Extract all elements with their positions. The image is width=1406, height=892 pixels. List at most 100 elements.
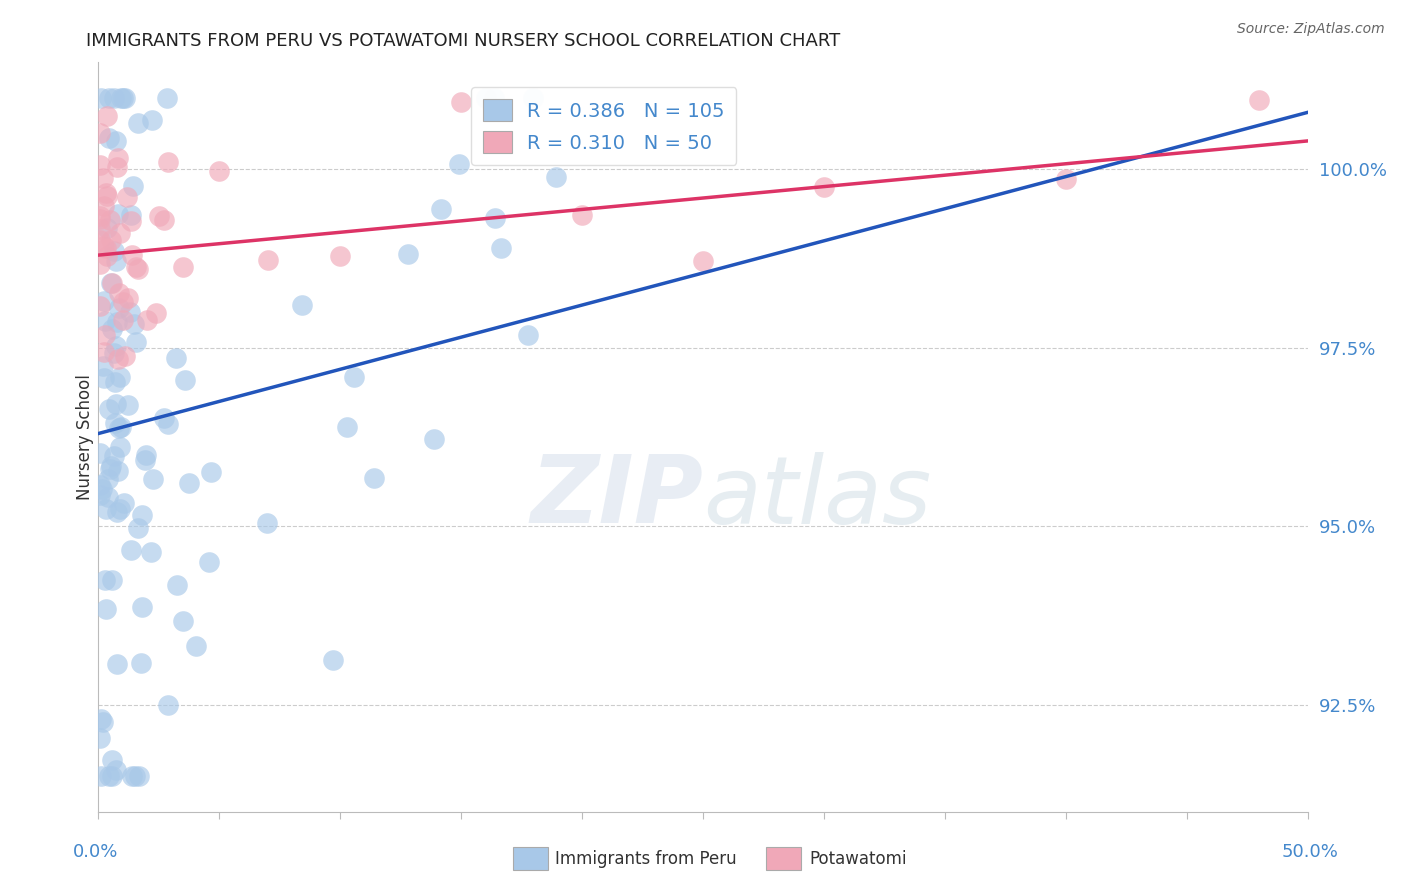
Point [93,239,115,253]
Point [108,370,131,384]
Point [89,222,111,236]
Point [104,397,127,411]
Point [101,574,124,588]
Point [93,294,115,309]
Point [96,109,118,123]
Point [89,233,111,247]
Point [112,91,135,105]
Point [108,501,131,516]
Point [89,257,111,271]
Point [94,241,117,255]
Point [89,211,111,226]
Text: Potawatomi: Potawatomi [810,850,907,868]
Point [489,242,512,256]
Point [256,252,278,267]
Point [97,490,120,504]
Point [94,314,117,328]
Point [177,476,200,491]
Point [343,369,366,384]
Point [101,276,124,290]
Point [97,769,120,783]
Point [152,213,174,227]
Point [105,505,128,519]
Point [105,314,128,328]
Point [118,304,141,318]
Text: ZIP: ZIP [530,451,703,543]
Point [482,91,505,105]
Text: Source: ZipAtlas.com: Source: ZipAtlas.com [1237,22,1385,37]
Point [120,213,142,227]
Point [131,599,153,614]
Point [120,208,142,222]
Point [89,478,111,492]
Point [110,91,132,105]
Point [105,763,128,777]
Point [128,769,150,783]
Point [111,294,134,309]
Point [114,91,136,105]
Point [93,371,115,385]
Point [104,339,127,353]
Point [153,411,176,425]
Point [120,542,142,557]
Point [141,113,163,128]
Y-axis label: Nursery School: Nursery School [76,374,94,500]
Point [447,157,470,171]
Point [98,91,121,105]
Point [1249,93,1271,107]
Point [90,769,112,783]
Point [103,91,125,105]
Point [108,440,131,454]
Point [91,171,114,186]
Point [107,301,129,316]
Point [127,521,149,535]
Point [112,313,135,327]
Point [166,578,188,592]
Point [94,573,117,587]
Point [125,260,148,275]
Point [198,555,221,569]
Point [104,416,127,430]
Point [336,420,359,434]
Point [117,190,139,204]
Point [125,335,148,350]
Point [813,179,835,194]
Point [107,151,129,165]
Point [105,134,128,148]
Point [93,199,115,213]
Point [544,169,567,184]
Point [96,249,118,263]
Point [142,472,165,486]
Point [91,359,114,373]
Point [474,91,496,105]
Point [90,91,112,105]
Point [129,656,152,670]
Point [135,448,157,462]
Point [172,260,194,275]
Point [89,446,111,460]
Text: 0.0%: 0.0% [73,843,118,861]
Point [117,291,139,305]
Point [107,464,129,478]
Point [517,327,540,342]
Point [363,471,385,485]
Point [172,614,194,628]
Point [1054,171,1077,186]
Point [101,753,124,767]
Point [131,508,153,522]
Point [97,472,120,486]
Point [157,417,180,431]
Point [98,131,121,145]
Point [134,453,156,467]
Point [100,769,122,783]
Point [105,160,128,174]
Point [571,208,593,222]
Point [429,202,451,216]
Point [103,449,125,463]
Point [91,482,114,496]
Point [103,346,125,360]
Text: atlas: atlas [703,451,931,542]
Point [127,262,149,277]
Point [156,155,179,169]
Point [89,127,111,141]
